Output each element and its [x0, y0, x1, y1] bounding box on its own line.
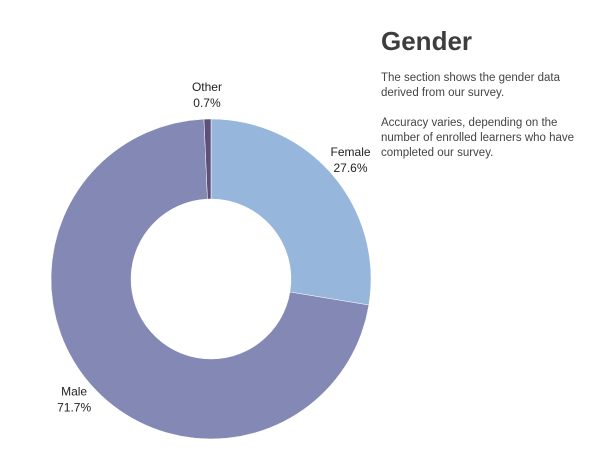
donut-slice — [210, 118, 372, 306]
donut-slice — [203, 118, 212, 200]
value-label: 27.6% — [334, 161, 368, 175]
description: The section shows the gender data derive… — [381, 72, 561, 99]
slice-label: Male — [61, 385, 87, 399]
value-label: 71.7% — [57, 401, 91, 415]
value-label: 0.7% — [193, 96, 221, 110]
description: Accuracy varies, depending on the number… — [381, 117, 575, 159]
slice-label: Female — [331, 145, 371, 159]
chart-title: Gender — [381, 26, 473, 56]
slice-label: Other — [192, 80, 222, 94]
donut-slice — [50, 118, 370, 440]
